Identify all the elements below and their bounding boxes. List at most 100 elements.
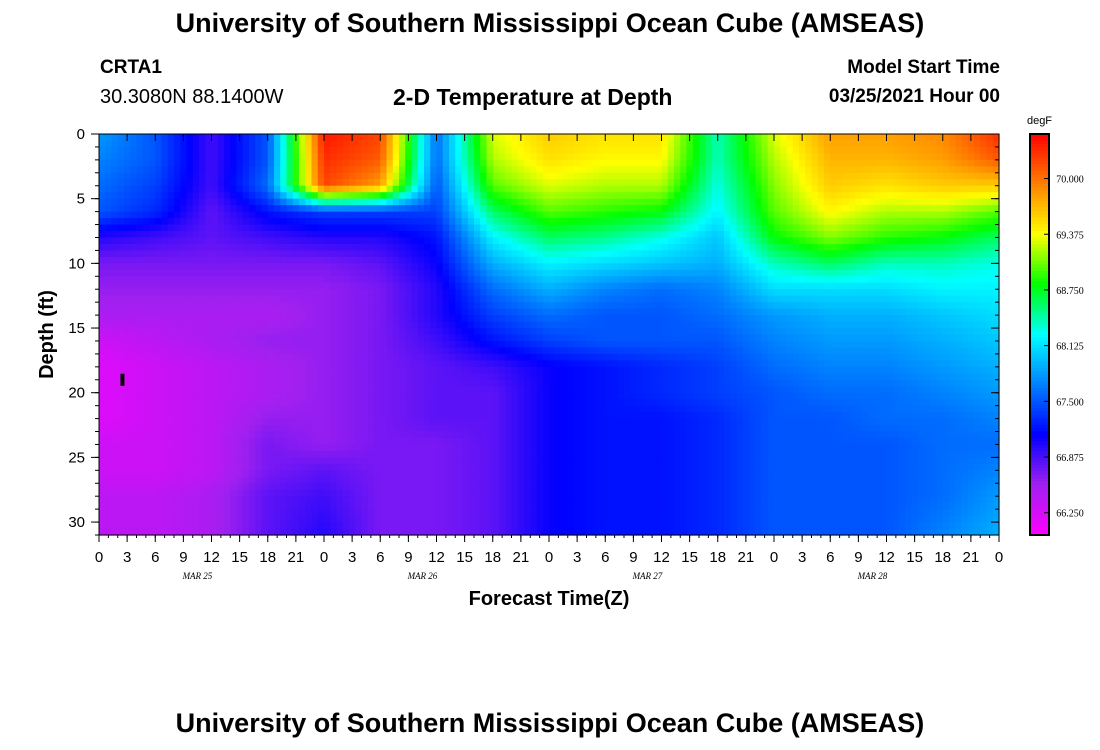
- heatmap-cell: [461, 276, 469, 284]
- heatmap-cell: [630, 256, 638, 264]
- heatmap-cell: [199, 340, 206, 349]
- heatmap-cell: [880, 179, 888, 187]
- heatmap-cell: [630, 321, 638, 329]
- heatmap-cell: [974, 153, 981, 161]
- heatmap-cell: [692, 340, 700, 349]
- heatmap-cell: [186, 211, 194, 219]
- heatmap-cell: [586, 269, 594, 277]
- heatmap-cell: [530, 159, 538, 167]
- heatmap-cell: [630, 205, 638, 213]
- heatmap-cell: [336, 185, 344, 193]
- heatmap-cell: [536, 218, 544, 226]
- heatmap-cell: [830, 218, 838, 226]
- heatmap-cell: [249, 205, 256, 213]
- heatmap-cell: [842, 218, 850, 226]
- heatmap-cell: [742, 185, 750, 193]
- heatmap-cell: [649, 237, 656, 245]
- heatmap-cell: [911, 211, 919, 219]
- heatmap-cell: [780, 231, 788, 239]
- heatmap-cell: [942, 231, 950, 239]
- heatmap-cell: [574, 192, 581, 200]
- heatmap-cell: [824, 237, 831, 245]
- heatmap-cell: [649, 185, 656, 193]
- heatmap-cell: [380, 308, 388, 316]
- heatmap-cell: [511, 205, 519, 213]
- heatmap-cell: [761, 263, 769, 271]
- heatmap-cell: [330, 237, 338, 245]
- heatmap-cell: [530, 250, 538, 258]
- heatmap-cell: [780, 340, 788, 349]
- heatmap-cell: [505, 231, 513, 239]
- heatmap-cell: [417, 302, 425, 310]
- heatmap-cell: [230, 289, 238, 297]
- heatmap-cell: [311, 340, 319, 349]
- heatmap-cell: [661, 231, 669, 239]
- heatmap-cell: [824, 289, 831, 297]
- heatmap-cell: [936, 289, 944, 297]
- heatmap-cell: [555, 198, 563, 206]
- heatmap-cell: [574, 140, 581, 148]
- heatmap-cell: [280, 340, 288, 349]
- heatmap-cell: [974, 289, 981, 297]
- heatmap-cell: [624, 159, 631, 167]
- heatmap-cell: [311, 308, 319, 316]
- heatmap-cell: [217, 185, 225, 193]
- heatmap-cell: [180, 159, 188, 167]
- heatmap-cell: [242, 353, 250, 361]
- heatmap-cell: [955, 334, 963, 342]
- heatmap-cell: [786, 328, 794, 336]
- heatmap-cell: [799, 269, 806, 277]
- heatmap-cell: [249, 302, 256, 310]
- heatmap-cell: [636, 172, 644, 180]
- heatmap-cell: [774, 302, 781, 310]
- heatmap-cell: [767, 185, 775, 193]
- heatmap-cell: [155, 276, 163, 284]
- heatmap-cell: [249, 134, 256, 142]
- heatmap-cell: [986, 140, 994, 148]
- heatmap-cell: [686, 295, 694, 303]
- heatmap-cell: [361, 250, 369, 258]
- heatmap-cell: [492, 140, 500, 148]
- heatmap-cell: [236, 308, 244, 316]
- heatmap-cell: [899, 308, 906, 316]
- heatmap-cell: [942, 140, 950, 148]
- heatmap-cell: [455, 282, 463, 290]
- heatmap-cell: [711, 289, 719, 297]
- heatmap-cell: [430, 308, 438, 316]
- heatmap-cell: [974, 340, 981, 349]
- heatmap-cell: [655, 185, 663, 193]
- heatmap-cell: [817, 179, 825, 187]
- heatmap-cell: [967, 185, 975, 193]
- heatmap-cell: [599, 237, 606, 245]
- heatmap-cell: [292, 198, 300, 206]
- heatmap-cell: [805, 276, 813, 284]
- heatmap-cell: [167, 192, 175, 200]
- heatmap-cell: [449, 140, 456, 148]
- heatmap-cell: [330, 198, 338, 206]
- heatmap-cell: [230, 166, 238, 174]
- heatmap-cell: [861, 256, 869, 264]
- heatmap-cell: [292, 140, 300, 148]
- heatmap-cell: [599, 302, 606, 310]
- heatmap-cell: [142, 198, 150, 206]
- heatmap-cell: [374, 334, 381, 342]
- heatmap-cell: [442, 315, 450, 323]
- heatmap-cell: [761, 146, 769, 155]
- heatmap-cell: [930, 224, 938, 232]
- heatmap-cell: [361, 159, 369, 167]
- heatmap-cell: [849, 347, 856, 355]
- heatmap-cell: [205, 302, 213, 310]
- heatmap-cell: [749, 263, 756, 271]
- heatmap-cell: [755, 179, 763, 187]
- heatmap-cell: [530, 153, 538, 161]
- heatmap-cell: [792, 192, 800, 200]
- heatmap-cell: [774, 198, 781, 206]
- heatmap-cell: [261, 289, 269, 297]
- heatmap-cell: [917, 153, 925, 161]
- heatmap-cell: [817, 347, 825, 355]
- heatmap-cell: [180, 218, 188, 226]
- heatmap-cell: [199, 237, 206, 245]
- heatmap-cell: [967, 237, 975, 245]
- heatmap-cell: [611, 159, 619, 167]
- heatmap-cell: [949, 243, 956, 252]
